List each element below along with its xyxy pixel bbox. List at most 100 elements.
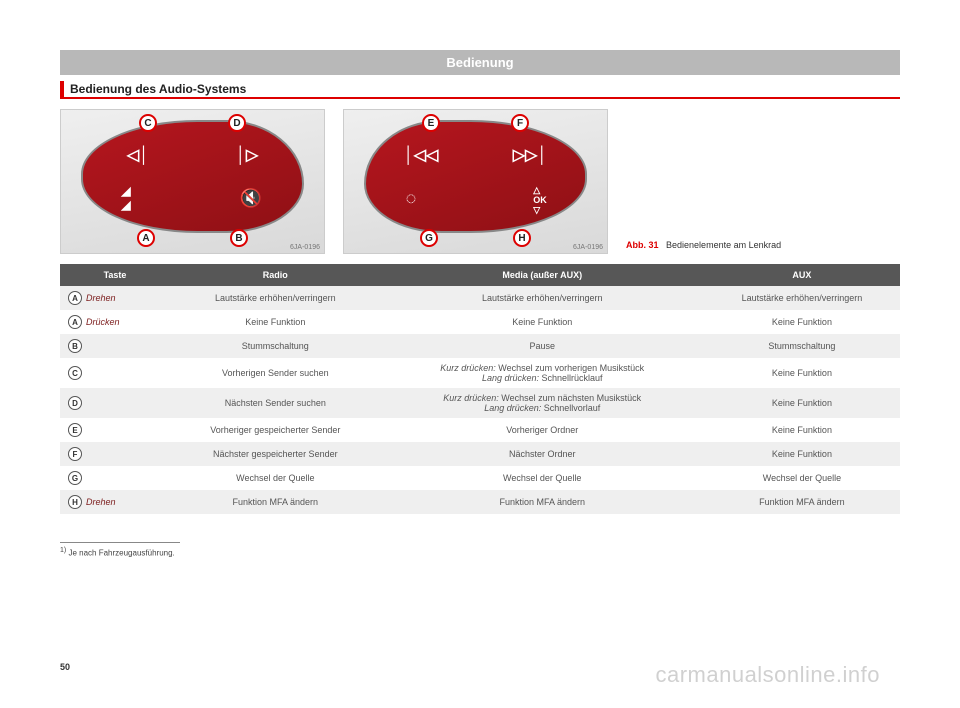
cell-radio: Funktion MFA ändern [170, 490, 381, 514]
section-title-row: Bedienung des Audio-Systems [60, 81, 900, 99]
key-suffix: Drehen [86, 497, 116, 507]
callout-g: G [420, 229, 438, 247]
page-number: 50 [60, 662, 70, 672]
key-circle-icon: G [68, 471, 82, 485]
cell-key: A Drücken [60, 310, 170, 334]
col-radio: Radio [170, 264, 381, 286]
key-suffix: Drücken [86, 317, 120, 327]
volume-up-down-icon: ◢◢ [111, 183, 141, 213]
callout-d: D [228, 114, 246, 132]
cell-media: Nächster Ordner [381, 442, 704, 466]
controls-table: Taste Radio Media (außer AUX) AUX A Drehe… [60, 264, 900, 514]
cell-media: Kurz drücken: Wechsel zum vorherigen Mus… [381, 358, 704, 388]
table-row: ADrückenKeine FunktionKeine FunktionKein… [60, 310, 900, 334]
key-circle-icon: H [68, 495, 82, 509]
footnote-text: Je nach Fahrzeugausführung. [68, 549, 174, 558]
cell-aux: Keine Funktion [704, 442, 900, 466]
key-circle-icon: D [68, 396, 82, 410]
table-header-row: Taste Radio Media (außer AUX) AUX [60, 264, 900, 286]
cell-radio: Stummschaltung [170, 334, 381, 358]
figure-left-code: 6JA-0196 [290, 244, 320, 251]
cell-radio: Nächsten Sender suchen [170, 388, 381, 418]
key-circle-icon: C [68, 366, 82, 380]
page-header: Bedienung [60, 50, 900, 75]
cell-media: Kurz drücken: Wechsel zum nächsten Musik… [381, 388, 704, 418]
callout-e: E [422, 114, 440, 132]
cell-aux: Keine Funktion [704, 418, 900, 442]
cell-key: F [60, 442, 170, 466]
figure-caption: Abb. 31 Bedienelemente am Lenkrad [626, 240, 900, 254]
footnote-rule [60, 542, 180, 543]
prev-track-icon: ◁│ [123, 140, 153, 170]
cell-media: Funktion MFA ändern [381, 490, 704, 514]
table-row: ADrehenLautstärke erhöhen/verringernLaut… [60, 286, 900, 310]
cell-radio: Wechsel der Quelle [170, 466, 381, 490]
callout-b: B [230, 229, 248, 247]
table-row: D Nächsten Sender suchenKurz drücken: Wec… [60, 388, 900, 418]
key-circle-icon: A [68, 315, 82, 329]
callout-f: F [511, 114, 529, 132]
key-circle-icon: E [68, 423, 82, 437]
col-aux: AUX [704, 264, 900, 286]
cell-media: Vorheriger Ordner [381, 418, 704, 442]
callout-c: C [139, 114, 157, 132]
cell-radio: Keine Funktion [170, 310, 381, 334]
cell-radio: Nächster gespeicherter Sender [170, 442, 381, 466]
cell-aux: Keine Funktion [704, 358, 900, 388]
cell-key: B [60, 334, 170, 358]
cell-key: E [60, 418, 170, 442]
watermark: carmanualsonline.info [655, 662, 880, 688]
cell-aux: Wechsel der Quelle [704, 466, 900, 490]
cell-aux: Keine Funktion [704, 388, 900, 418]
footnote-marker: 1) [60, 547, 66, 554]
steering-panel-right: │◁◁ ▷▷│ ◌ △OK▽ [364, 120, 587, 233]
col-taste: Taste [60, 264, 170, 286]
cell-aux: Keine Funktion [704, 310, 900, 334]
key-suffix: Drehen [86, 293, 116, 303]
cell-key: A Drehen [60, 286, 170, 310]
figure-right: │◁◁ ▷▷│ ◌ △OK▽ E F G H 6JA-0196 [343, 109, 608, 254]
cell-aux: Stummschaltung [704, 334, 900, 358]
accent-bar [60, 81, 64, 97]
cell-media: Lautstärke erhöhen/verringern [381, 286, 704, 310]
figure-left: ◁│ │▷ ◢◢ 🔇 C D A B 6JA-0196 [60, 109, 325, 254]
table-row: E Vorheriger gespeicherter SenderVorherig… [60, 418, 900, 442]
cell-media: Wechsel der Quelle [381, 466, 704, 490]
figure-right-code: 6JA-0196 [573, 244, 603, 251]
cell-aux: Lautstärke erhöhen/verringern [704, 286, 900, 310]
table-row: F Nächster gespeicherter SenderNächster O… [60, 442, 900, 466]
cell-radio: Vorherigen Sender suchen [170, 358, 381, 388]
figure-row: ◁│ │▷ ◢◢ 🔇 C D A B 6JA-0196 │◁◁ ▷▷│ ◌ △O… [60, 109, 900, 254]
table-row: B StummschaltungPauseStummschaltung [60, 334, 900, 358]
table-row: HDrehenFunktion MFA ändernFunktion MFA ä… [60, 490, 900, 514]
next-track-icon: │▷ [232, 140, 262, 170]
table-row: GWechsel der QuelleWechsel der QuelleWec… [60, 466, 900, 490]
key-circle-icon: B [68, 339, 82, 353]
cell-aux: Funktion MFA ändern [704, 490, 900, 514]
prev-preset-icon: │◁◁ [406, 140, 436, 170]
mute-icon: 🔇 [236, 183, 266, 213]
callout-a: A [137, 229, 155, 247]
caption-label: Abb. 31 [626, 240, 659, 250]
next-preset-icon: ▷▷│ [515, 140, 545, 170]
source-cycle-icon: ◌ [396, 183, 426, 213]
table-row: C Vorherigen Sender suchenKurz drücken: W… [60, 358, 900, 388]
section-title: Bedienung des Audio-Systems [70, 82, 246, 96]
col-media: Media (außer AUX) [381, 264, 704, 286]
key-circle-icon: A [68, 291, 82, 305]
callout-h: H [513, 229, 531, 247]
cell-key: D [60, 388, 170, 418]
cell-key: H Drehen [60, 490, 170, 514]
cell-key: C [60, 358, 170, 388]
cell-radio: Vorheriger gespeicherter Sender [170, 418, 381, 442]
cell-key: G [60, 466, 170, 490]
cell-media: Pause [381, 334, 704, 358]
cell-media: Keine Funktion [381, 310, 704, 334]
ok-nav-icon: △OK▽ [525, 185, 555, 215]
key-circle-icon: F [68, 447, 82, 461]
caption-text: Bedienelemente am Lenkrad [666, 240, 781, 250]
cell-radio: Lautstärke erhöhen/verringern [170, 286, 381, 310]
page: Bedienung Bedienung des Audio-Systems ◁│… [0, 0, 960, 578]
footnote: 1) Je nach Fahrzeugausführung. [60, 547, 900, 558]
steering-panel-left: ◁│ │▷ ◢◢ 🔇 [81, 120, 304, 233]
